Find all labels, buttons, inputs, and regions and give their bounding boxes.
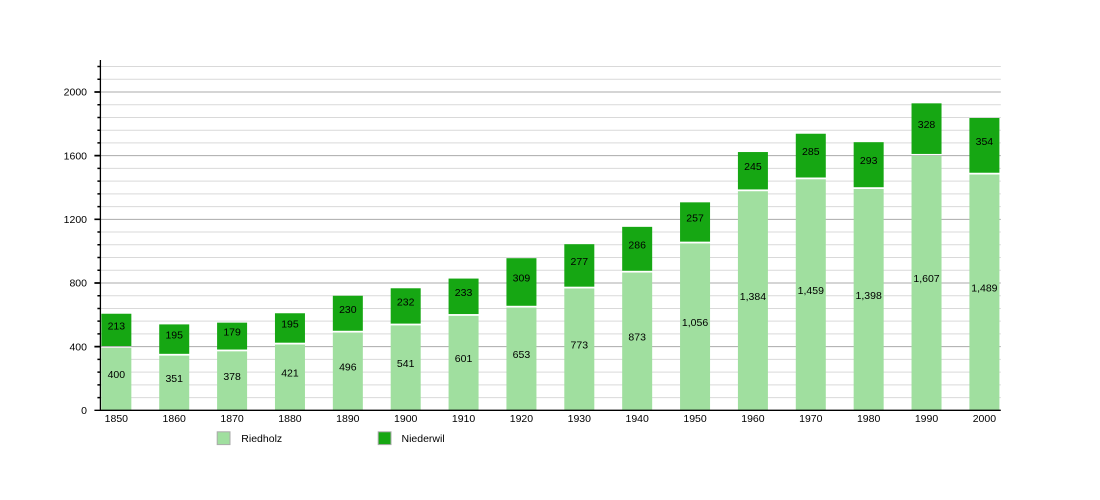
svg-text:328: 328 — [918, 119, 936, 131]
svg-text:1850: 1850 — [105, 413, 129, 425]
svg-text:354: 354 — [976, 136, 994, 148]
svg-text:1600: 1600 — [64, 150, 88, 162]
svg-text:1200: 1200 — [64, 214, 88, 226]
svg-text:421: 421 — [281, 368, 299, 380]
svg-text:496: 496 — [339, 362, 357, 374]
svg-text:1,398: 1,398 — [856, 290, 882, 302]
svg-text:601: 601 — [455, 353, 473, 365]
svg-text:873: 873 — [628, 332, 646, 344]
svg-text:400: 400 — [69, 341, 87, 353]
svg-text:541: 541 — [397, 358, 415, 370]
svg-text:1980: 1980 — [857, 413, 881, 425]
svg-text:233: 233 — [455, 287, 473, 299]
svg-text:1940: 1940 — [626, 413, 650, 425]
svg-text:195: 195 — [281, 318, 299, 330]
svg-text:2000: 2000 — [973, 413, 997, 425]
svg-text:1960: 1960 — [741, 413, 765, 425]
svg-text:1860: 1860 — [163, 413, 187, 425]
svg-text:1930: 1930 — [568, 413, 592, 425]
svg-text:179: 179 — [223, 327, 241, 339]
svg-text:285: 285 — [802, 146, 820, 158]
svg-text:309: 309 — [513, 272, 531, 284]
svg-text:277: 277 — [571, 256, 589, 268]
svg-text:Niederwil: Niederwil — [402, 433, 445, 445]
svg-text:232: 232 — [397, 296, 415, 308]
svg-text:773: 773 — [571, 339, 589, 351]
svg-text:800: 800 — [69, 278, 87, 290]
svg-text:230: 230 — [339, 304, 357, 316]
svg-text:1,459: 1,459 — [798, 285, 824, 297]
svg-text:1990: 1990 — [915, 413, 939, 425]
svg-text:245: 245 — [744, 161, 762, 173]
svg-text:653: 653 — [513, 349, 531, 361]
svg-text:351: 351 — [165, 373, 183, 385]
svg-text:0: 0 — [81, 405, 87, 417]
svg-text:213: 213 — [108, 320, 126, 332]
svg-text:1890: 1890 — [336, 413, 360, 425]
svg-text:1910: 1910 — [452, 413, 476, 425]
svg-text:257: 257 — [686, 212, 704, 224]
svg-text:1,489: 1,489 — [971, 283, 997, 295]
svg-text:378: 378 — [223, 371, 241, 383]
svg-text:1900: 1900 — [394, 413, 418, 425]
svg-text:1950: 1950 — [683, 413, 707, 425]
svg-text:1,384: 1,384 — [740, 291, 766, 303]
svg-text:400: 400 — [108, 369, 126, 381]
svg-text:2000: 2000 — [64, 87, 88, 99]
svg-text:195: 195 — [165, 330, 183, 342]
svg-text:1,607: 1,607 — [913, 273, 939, 285]
svg-text:1870: 1870 — [220, 413, 244, 425]
svg-text:1,056: 1,056 — [682, 317, 708, 329]
svg-text:1880: 1880 — [278, 413, 302, 425]
svg-text:1970: 1970 — [799, 413, 823, 425]
svg-text:293: 293 — [860, 155, 878, 167]
svg-text:Riedholz: Riedholz — [241, 433, 282, 445]
svg-text:286: 286 — [628, 239, 646, 251]
svg-text:1920: 1920 — [510, 413, 534, 425]
